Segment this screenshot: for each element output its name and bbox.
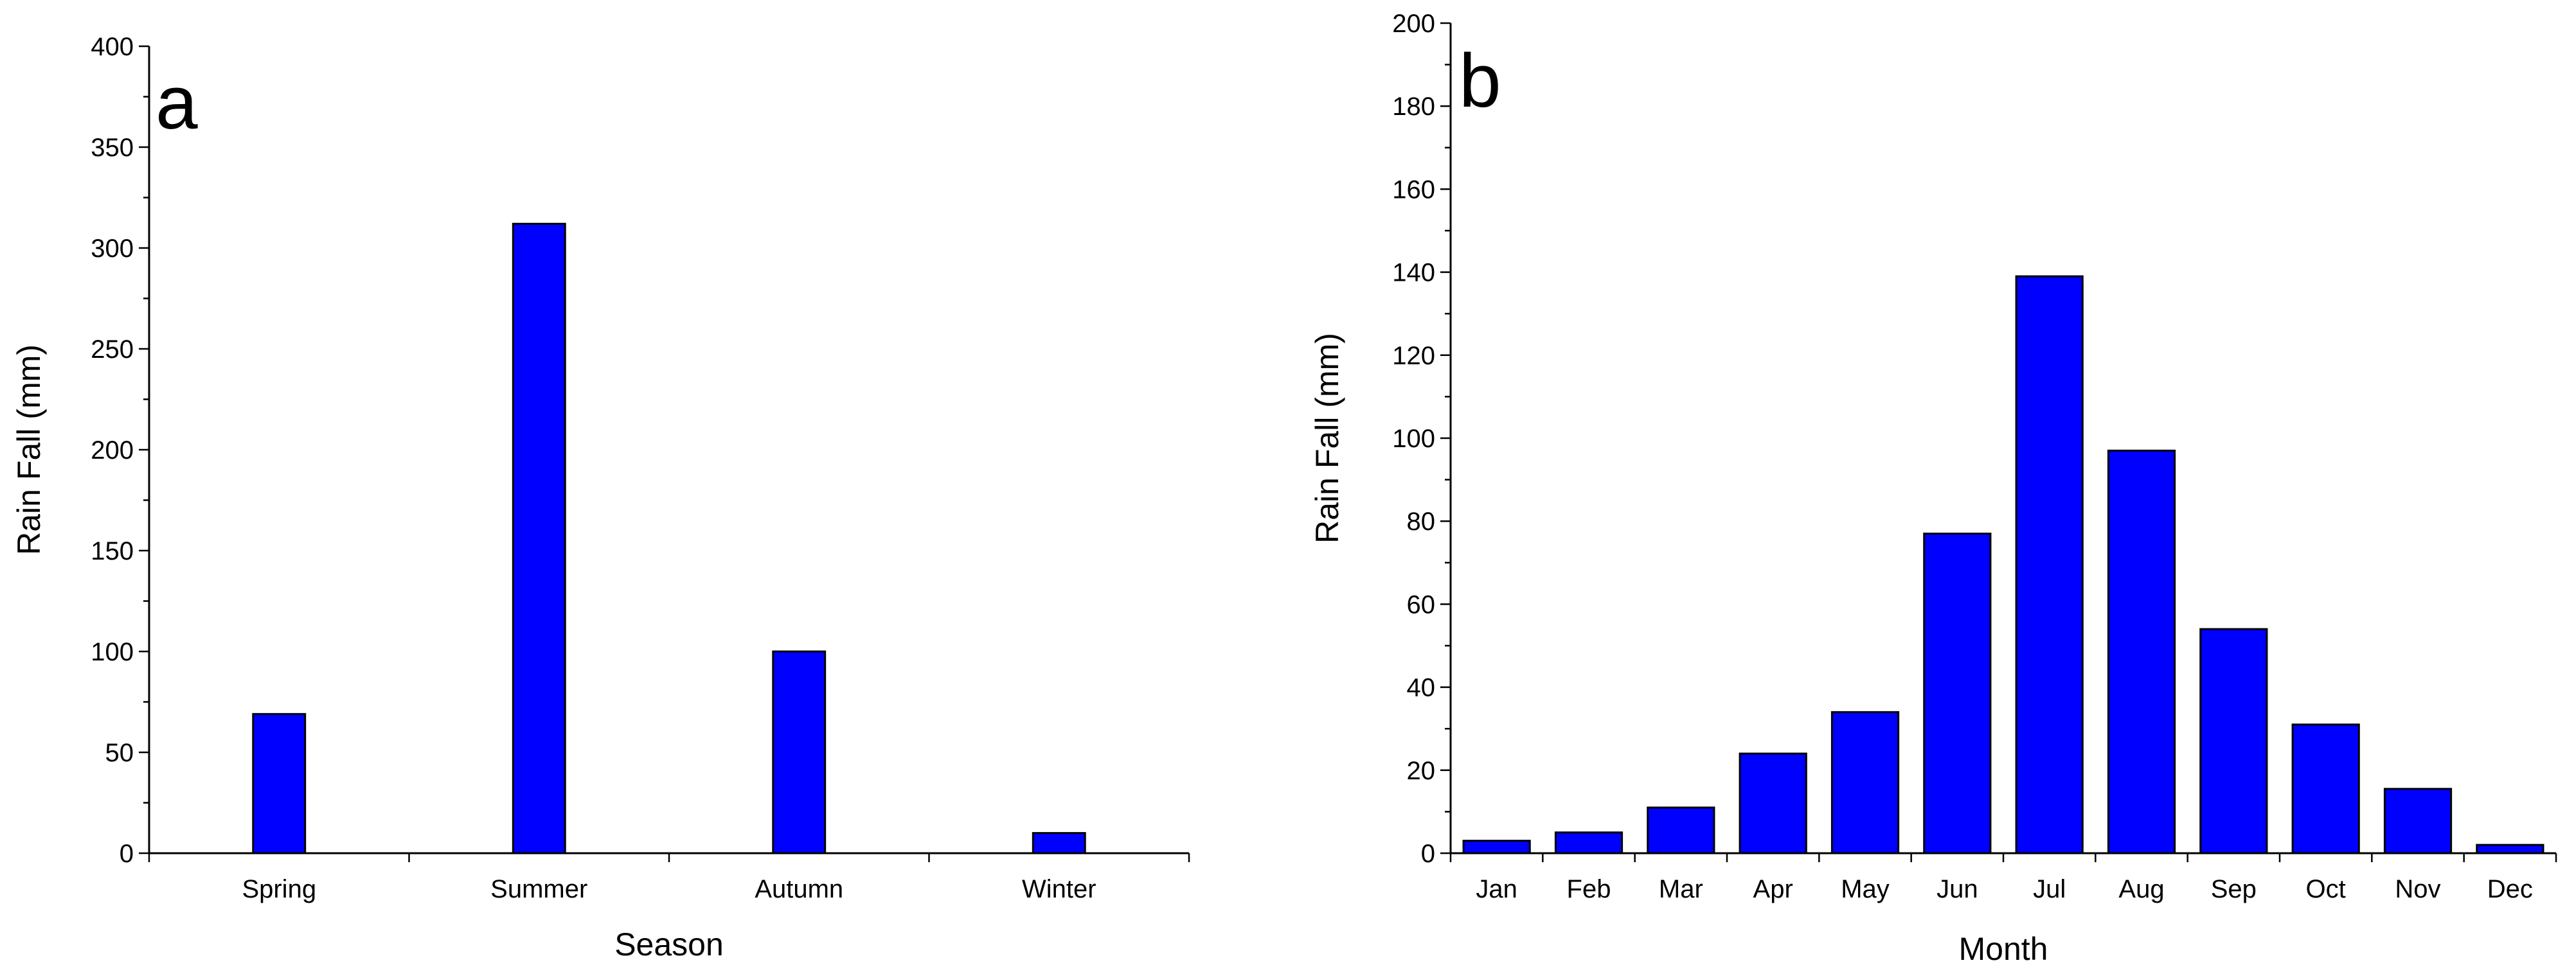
y-tick-label: 50 bbox=[105, 739, 134, 767]
bar-winter bbox=[1032, 832, 1086, 854]
x-tick-label: Feb bbox=[1567, 875, 1611, 903]
y-tick-label: 200 bbox=[1392, 10, 1435, 38]
y-tick-label: 80 bbox=[1407, 508, 1436, 536]
y-tick-label: 250 bbox=[91, 335, 134, 364]
y-tick-label: 150 bbox=[91, 537, 134, 565]
y-axis-title: Rain Fall (mm) bbox=[1309, 333, 1345, 544]
bar-autumn bbox=[772, 650, 827, 854]
x-tick-label: Mar bbox=[1659, 875, 1703, 903]
bar-mar bbox=[1647, 806, 1715, 854]
x-tick-label: Sep bbox=[2211, 875, 2257, 903]
y-tick-label: 140 bbox=[1392, 259, 1435, 287]
bar-jun bbox=[1923, 533, 1992, 854]
x-tick-label: Winter bbox=[1022, 875, 1096, 903]
x-tick-label: Aug bbox=[2118, 875, 2164, 903]
x-tick-label: Spring bbox=[242, 875, 316, 903]
panel-label: a bbox=[156, 60, 198, 145]
x-tick-label: Dec bbox=[2487, 875, 2533, 903]
bar-sep bbox=[2199, 628, 2268, 854]
bar-summer bbox=[512, 222, 566, 854]
y-tick-label: 100 bbox=[1392, 425, 1435, 453]
bar-spring bbox=[252, 713, 307, 854]
bar-nov bbox=[2383, 788, 2453, 854]
y-tick-label: 60 bbox=[1407, 590, 1436, 619]
y-tick-label: 40 bbox=[1407, 674, 1436, 702]
y-tick-label: 200 bbox=[91, 436, 134, 465]
panel-label: b bbox=[1459, 39, 1501, 123]
bar-feb bbox=[1554, 831, 1623, 854]
x-axis-title: Month bbox=[1959, 931, 2048, 965]
bar-oct bbox=[2291, 723, 2360, 854]
y-tick-label: 180 bbox=[1392, 93, 1435, 121]
bar-aug bbox=[2107, 449, 2176, 854]
y-tick-label: 100 bbox=[91, 638, 134, 666]
x-tick-label: Nov bbox=[2395, 875, 2440, 903]
y-tick-label: 0 bbox=[1421, 840, 1435, 868]
bar-may bbox=[1830, 711, 1900, 854]
monthly-rainfall-chart: b Rain Fall (mm) Month 0 20 40 60 80 100 120 14… bbox=[1309, 10, 2557, 965]
x-tick-label: Oct bbox=[2306, 875, 2346, 903]
x-tick-label: Apr bbox=[1753, 875, 1793, 903]
x-tick-label: Summer bbox=[490, 875, 587, 903]
x-tick-label: May bbox=[1841, 875, 1890, 903]
y-tick-label: 400 bbox=[91, 33, 134, 61]
x-tick-label: Jun bbox=[1936, 875, 1978, 903]
x-tick-label: Jul bbox=[2033, 875, 2066, 903]
y-tick-label: 300 bbox=[91, 235, 134, 263]
y-tick-label: 20 bbox=[1407, 757, 1436, 785]
y-tick-label: 0 bbox=[120, 840, 134, 868]
x-tick-label: Jan bbox=[1476, 875, 1517, 903]
bar-dec bbox=[2476, 844, 2545, 854]
x-axis-title: Season bbox=[614, 926, 724, 962]
bar-jul bbox=[2015, 275, 2084, 854]
bar-apr bbox=[1739, 752, 1807, 854]
y-tick-label: 350 bbox=[91, 134, 134, 162]
x-tick-label: Autumn bbox=[755, 875, 843, 903]
y-tick-label: 160 bbox=[1392, 175, 1435, 204]
y-tick-label: 120 bbox=[1392, 342, 1435, 370]
seasonal-rainfall-chart: a Rain Fall (mm) Season 0 50 100 150 200 250 3… bbox=[11, 33, 1190, 962]
y-axis-title: Rain Fall (mm) bbox=[11, 344, 47, 555]
bar-jan bbox=[1462, 840, 1531, 854]
